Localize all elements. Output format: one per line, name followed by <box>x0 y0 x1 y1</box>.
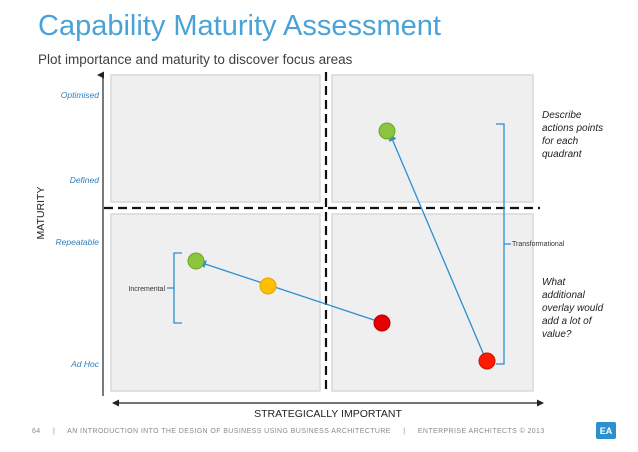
ea-logo: EA <box>596 422 616 439</box>
transformational-arrow <box>389 133 487 361</box>
incremental-label: Incremental <box>128 286 165 293</box>
x-axis-label: STRATEGICALLY IMPORTANT <box>254 408 402 420</box>
note-top-line: actions points <box>542 123 603 134</box>
y-axis-label: MATURITY <box>35 187 47 240</box>
capability-point-green <box>187 252 205 270</box>
note-bottom-line: additional <box>542 290 586 301</box>
level-label-optimised: Optimised <box>61 90 100 100</box>
page-number: 64 <box>32 428 41 435</box>
note-bottom-line: overlay would <box>542 303 604 314</box>
incremental-arrow <box>198 260 381 323</box>
quadrant-top-right <box>331 74 534 203</box>
capability-point-red <box>373 314 391 332</box>
level-label-defined: Defined <box>70 175 100 185</box>
note-additional-overlay: What additional overlay would add a lot … <box>542 277 604 340</box>
note-describe-actions: Describe actions points for each quadran… <box>542 110 603 160</box>
note-bottom-line: add a lot of <box>542 316 593 327</box>
capability-point-green-top <box>378 122 396 140</box>
quadrant-bottom-left <box>110 213 321 392</box>
quadrant-bottom-right <box>331 213 534 392</box>
capability-point-red-bottom <box>478 352 496 370</box>
slide-title: Capability Maturity Assessment <box>38 10 441 42</box>
quadrant-grid <box>110 74 534 392</box>
slide-subtitle: Plot importance and maturity to discover… <box>38 52 353 67</box>
note-top-line: for each <box>542 136 579 147</box>
transformational-bracket <box>496 123 511 365</box>
level-label-ad-hoc: Ad Hoc <box>70 359 100 369</box>
footer-copyright: ENTERPRISE ARCHITECTS © 2013 <box>417 428 545 435</box>
transformational-label: Transformational <box>512 241 565 248</box>
footer: 64 | AN INTRODUCTION INTO THE DESIGN OF … <box>32 428 555 435</box>
note-bottom-line: What <box>542 277 567 288</box>
footer-text: AN INTRODUCTION INTO THE DESIGN OF BUSIN… <box>67 428 391 435</box>
incremental-bracket <box>167 252 182 324</box>
footer-separator: | <box>403 428 406 435</box>
footer-separator: | <box>52 428 56 435</box>
quadrant-top-left <box>110 74 321 203</box>
note-bottom-line: value? <box>542 329 572 340</box>
capability-point-amber <box>259 277 277 295</box>
note-top-line: quadrant <box>542 149 583 160</box>
level-label-repeatable: Repeatable <box>56 237 100 247</box>
note-top-line: Describe <box>542 110 582 121</box>
